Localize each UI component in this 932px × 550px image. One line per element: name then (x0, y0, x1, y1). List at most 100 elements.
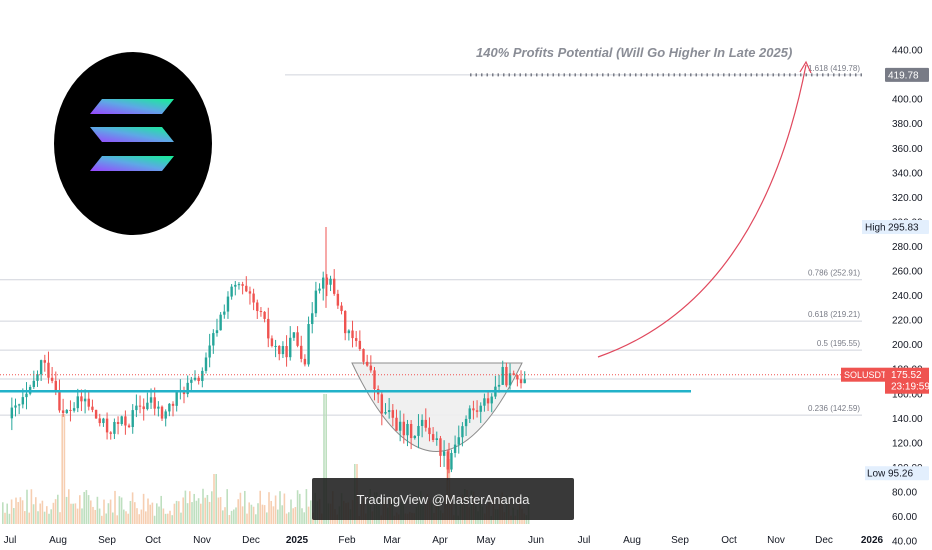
candle-down (446, 449, 449, 481)
high-value-tag-bg (885, 220, 929, 235)
candle-down (182, 386, 186, 404)
last-price-tag: 175.52 (891, 370, 922, 381)
candle-down (365, 354, 369, 367)
candle-body (519, 379, 523, 384)
volume-bar (83, 491, 85, 524)
candle-body (351, 330, 354, 339)
volume-bar (156, 503, 158, 524)
volume-bar (72, 503, 74, 524)
candle-body (14, 405, 17, 408)
volume-bar (90, 500, 92, 524)
volume-bar (173, 503, 176, 524)
candle-down (171, 401, 175, 417)
volume-bar (281, 505, 283, 524)
candle-up (135, 394, 138, 418)
x-tick-label: Jul (578, 535, 591, 546)
volume-bar (123, 509, 125, 524)
volume-bar (92, 506, 94, 524)
candle-down (362, 348, 365, 365)
candle-body (380, 394, 384, 414)
candle-body (241, 284, 244, 286)
candle-body (354, 338, 358, 341)
low-value-tag-bg (885, 466, 929, 481)
volume-bar (290, 499, 292, 524)
candle-down (369, 355, 373, 373)
volume-bar (118, 496, 121, 524)
volume-bar (109, 499, 112, 524)
volume-bar (288, 512, 290, 524)
candle-down (303, 354, 307, 367)
volume-bar (114, 490, 116, 524)
volume-bar (235, 507, 237, 524)
candle-body (281, 346, 285, 355)
candle-body (347, 330, 351, 334)
target-price-tag-bg (885, 67, 929, 82)
candle-body (303, 358, 307, 365)
candle-body (263, 311, 266, 319)
candle-body (307, 324, 310, 365)
candle-body (94, 409, 98, 419)
candle-body (175, 391, 178, 406)
candle-body (50, 377, 54, 381)
candle-up (168, 403, 171, 417)
candle-up (450, 449, 453, 473)
candle-body (39, 360, 43, 375)
candle-up (435, 431, 438, 446)
candle-body (311, 313, 314, 325)
volume-bar (215, 474, 217, 524)
volume-bar (259, 490, 261, 524)
candle-body (409, 423, 413, 439)
volume-bar (32, 504, 35, 524)
fib-label: 0.236 (142.59) (808, 404, 860, 413)
volume-bar (48, 513, 50, 524)
volume-bar (323, 394, 325, 524)
candle-up (237, 282, 241, 290)
candle-down (351, 320, 354, 348)
candle-up (208, 333, 211, 368)
candle-down (340, 302, 343, 315)
candle-body (343, 311, 347, 334)
volume-bar (255, 514, 257, 524)
volume-bar (263, 505, 266, 524)
volume-bar (10, 499, 13, 524)
candle-up (329, 275, 332, 292)
candle-body (208, 345, 211, 358)
candle-body (72, 408, 76, 411)
volume-bar (30, 489, 33, 524)
volume-bar (283, 493, 286, 524)
candle-down (160, 405, 164, 421)
volume-bar (4, 512, 6, 524)
volume-bar (252, 506, 255, 524)
candle-body (153, 397, 156, 409)
volume-bar (37, 511, 39, 524)
candle-up (314, 281, 318, 317)
candle-body (127, 425, 131, 428)
volume-bar (116, 515, 118, 524)
candle-up (32, 370, 36, 389)
volume-bar (149, 504, 151, 524)
candle-body (193, 377, 197, 380)
candle-body (362, 349, 365, 362)
candle-body (417, 425, 420, 436)
volume-bar (191, 502, 193, 524)
volume-bar (219, 497, 222, 524)
candle-body (395, 417, 398, 431)
x-tick-label: Mar (383, 535, 401, 546)
candle-body (109, 432, 112, 434)
volume-bar (197, 498, 200, 524)
candle-body (69, 409, 72, 411)
candle-up (501, 360, 504, 385)
volume-bar (274, 495, 277, 524)
volume-bar (61, 414, 63, 524)
y-tick-label: 80.00 (892, 487, 917, 498)
volume-bar (131, 492, 134, 524)
candle-body (190, 379, 193, 383)
candle-down (373, 366, 376, 401)
candle-up (102, 417, 105, 427)
candle-up (398, 410, 402, 442)
candle-body (333, 278, 336, 294)
candle-down (263, 310, 266, 323)
volume-bar (239, 492, 242, 524)
candle-up (201, 367, 204, 388)
